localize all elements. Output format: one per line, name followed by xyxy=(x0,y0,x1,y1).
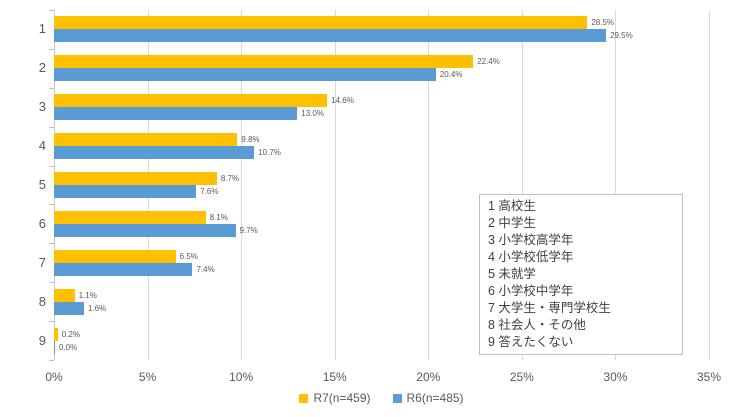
category-label: 1 xyxy=(38,21,46,37)
category-key-line: 2 中学生 xyxy=(488,216,536,230)
category-key-line: 1 高校生 xyxy=(488,199,536,213)
bar-r6-cat8 xyxy=(54,301,84,315)
legend-label-r7: R7(n=459) xyxy=(313,391,371,405)
bar-r6-cat2 xyxy=(54,68,436,82)
bar-r6-cat7 xyxy=(54,262,193,276)
bar-value-label: 9.7% xyxy=(239,225,258,235)
x-axis-tick-label: 10% xyxy=(229,370,254,384)
category-label: 9 xyxy=(38,332,46,348)
bar-r7-cat9 xyxy=(54,327,58,341)
category-axis-tick xyxy=(49,165,54,167)
gridline xyxy=(615,10,617,360)
category-axis-tick xyxy=(49,360,54,361)
category-key-box: 1 高校生 2 中学生 3 小学校高学年 4 小学校低学年 5 未就学 6 小学校中学年 7… xyxy=(479,194,683,355)
category-key-line: 5 未就学 xyxy=(488,267,536,281)
category-label: 7 xyxy=(38,254,46,270)
category-axis-tick xyxy=(49,204,54,206)
category-axis-tick xyxy=(49,48,54,50)
x-axis-tick-label: 20% xyxy=(416,370,441,384)
category-key-line: 8 社会人・その他 xyxy=(488,318,586,332)
bar-r7-cat2 xyxy=(54,55,474,69)
gridline xyxy=(709,10,710,360)
bar-value-label: 0.0% xyxy=(59,342,78,352)
bar-value-label: 1.1% xyxy=(78,290,97,300)
bar-r6-cat6 xyxy=(54,223,236,237)
bar-r6-cat4 xyxy=(54,146,255,160)
category-label: 4 xyxy=(38,138,46,154)
bar-r7-cat7 xyxy=(54,249,176,263)
bar-r6-cat5 xyxy=(54,185,197,198)
bar-value-label: 14.6% xyxy=(331,96,354,106)
bar-value-label: 6.5% xyxy=(179,251,198,261)
category-label: 3 xyxy=(38,99,46,115)
bar-value-label: 9.8% xyxy=(241,135,260,145)
r7-swatch-icon xyxy=(299,393,309,403)
bar-r7-cat4 xyxy=(54,133,238,147)
category-axis-tick xyxy=(49,10,54,11)
category-label: 6 xyxy=(38,215,46,231)
bar-value-label: 10.7% xyxy=(258,148,281,158)
legend-label-r6: R6(n=485) xyxy=(406,391,464,405)
bar-r6-cat9 xyxy=(54,340,55,354)
category-axis-tick xyxy=(49,282,54,284)
x-axis-tick-label: 0% xyxy=(45,370,63,384)
gridline xyxy=(428,10,430,360)
category-label: 2 xyxy=(38,60,46,76)
legend-item-r7: R7(n=459) xyxy=(299,391,371,405)
category-key-line: 4 小学校低学年 xyxy=(488,250,574,264)
gridline xyxy=(521,10,523,360)
category-label: 5 xyxy=(38,177,46,192)
bar-r7-cat3 xyxy=(54,94,328,108)
r6-swatch-icon xyxy=(392,393,402,403)
bar-value-label: 29.5% xyxy=(610,31,633,41)
bar-r6-cat3 xyxy=(54,107,298,121)
x-axis-tick-label: 25% xyxy=(509,370,534,384)
bar-value-label: 13.0% xyxy=(301,109,324,119)
x-axis-tick-label: 5% xyxy=(138,370,157,384)
bar-value-label: 7.4% xyxy=(196,264,215,274)
bar-value-label: 0.2% xyxy=(61,329,80,339)
category-label: 8 xyxy=(38,293,46,309)
x-axis-tick-label: 35% xyxy=(696,370,722,384)
gridline xyxy=(241,10,243,360)
bar-value-label: 8.1% xyxy=(209,212,228,222)
category-key-line: 7 大学生・専門学校生 xyxy=(488,301,611,315)
x-axis-tick-label: 30% xyxy=(603,370,628,384)
bar-r7-cat1 xyxy=(54,16,588,30)
bar-r6-cat1 xyxy=(54,29,607,43)
chart-legend: R7(n=459) R6(n=485) xyxy=(54,391,709,405)
bar-value-label: 22.4% xyxy=(477,57,500,67)
category-axis-tick xyxy=(49,243,54,245)
bar-value-label: 7.6% xyxy=(200,187,219,196)
bar-r7-cat6 xyxy=(54,210,206,224)
category-axis-tick xyxy=(49,321,54,323)
category-key-line: 3 小学校高学年 xyxy=(488,233,574,247)
category-axis-tick xyxy=(49,126,54,128)
category-axis-tick xyxy=(49,87,54,89)
legend-item-r6: R6(n=485) xyxy=(392,391,464,405)
bar-r7-cat5 xyxy=(54,172,217,185)
x-axis-tick-label: 15% xyxy=(322,370,347,384)
bar-value-label: 8.7% xyxy=(220,174,240,183)
category-key-line: 9 答えたくない xyxy=(488,335,574,349)
category-key-line: 6 小学校中学年 xyxy=(488,284,574,298)
bar-r7-cat8 xyxy=(54,288,75,302)
bar-value-label: 28.5% xyxy=(591,18,615,28)
bar-value-label: 20.4% xyxy=(439,70,463,80)
gridline xyxy=(334,10,336,360)
bar-value-label: 1.6% xyxy=(87,303,107,313)
